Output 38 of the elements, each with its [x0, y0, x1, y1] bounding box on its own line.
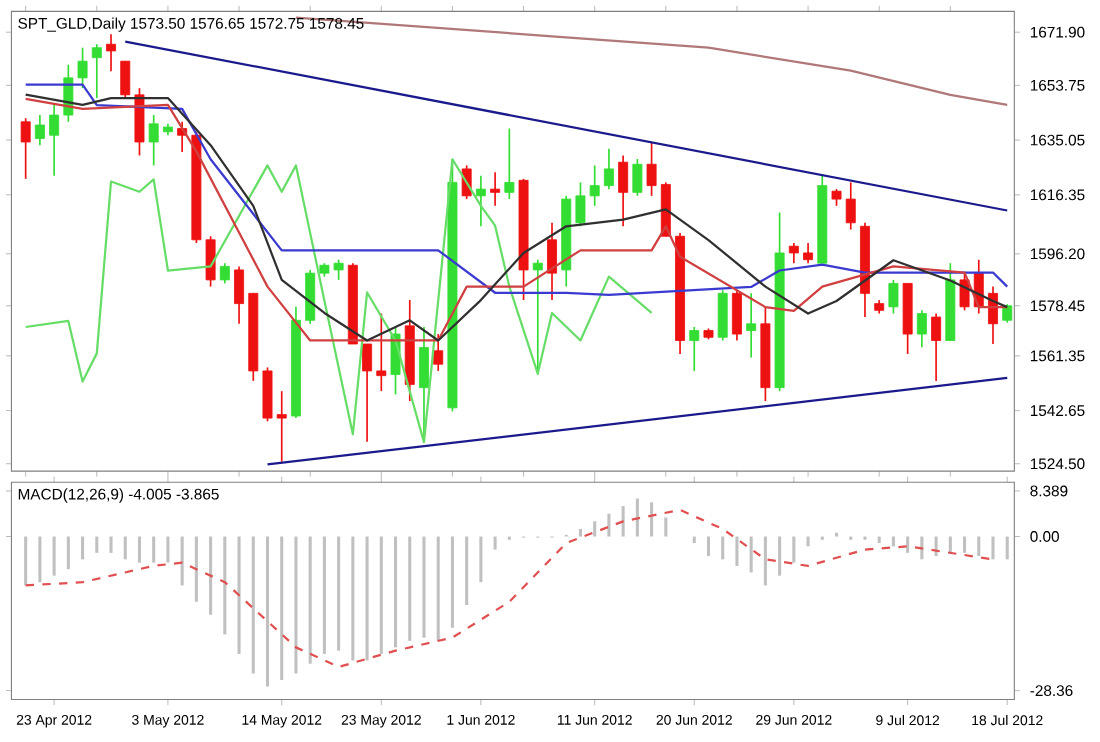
candlestick [262, 366, 273, 422]
candlestick [788, 241, 799, 264]
candlestick [547, 221, 557, 301]
candlestick [845, 181, 856, 231]
candlestick [618, 154, 629, 227]
candlestick [234, 265, 245, 325]
line-series [24, 157, 653, 444]
candlestick [490, 171, 501, 207]
candlestick [504, 127, 515, 200]
candlestick [106, 33, 116, 72]
candlestick [49, 103, 60, 177]
candlestick [433, 333, 444, 372]
candlestick [120, 60, 131, 99]
candlestick [731, 289, 742, 342]
candlestick [746, 292, 757, 359]
candlestick [1002, 303, 1013, 324]
candlestick [219, 262, 230, 285]
line-series [24, 508, 995, 668]
candlestick [717, 289, 728, 342]
candlestick [632, 157, 643, 197]
candlestick [475, 174, 486, 227]
candlestick [34, 114, 45, 146]
candlestick [646, 140, 657, 197]
candlestick [603, 147, 614, 190]
candlestick [148, 114, 159, 167]
candlestick [276, 390, 287, 463]
candlestick [20, 117, 31, 180]
candlestick [689, 325, 700, 372]
candlestick [134, 87, 145, 157]
candlestick [888, 278, 899, 315]
candlestick [376, 312, 387, 392]
candlestick [362, 342, 373, 443]
candlestick [91, 43, 102, 99]
candlestick [305, 268, 316, 325]
candlestick [916, 309, 927, 348]
candlestick [931, 312, 942, 382]
candlestick [803, 241, 814, 264]
line-series [24, 83, 1009, 296]
